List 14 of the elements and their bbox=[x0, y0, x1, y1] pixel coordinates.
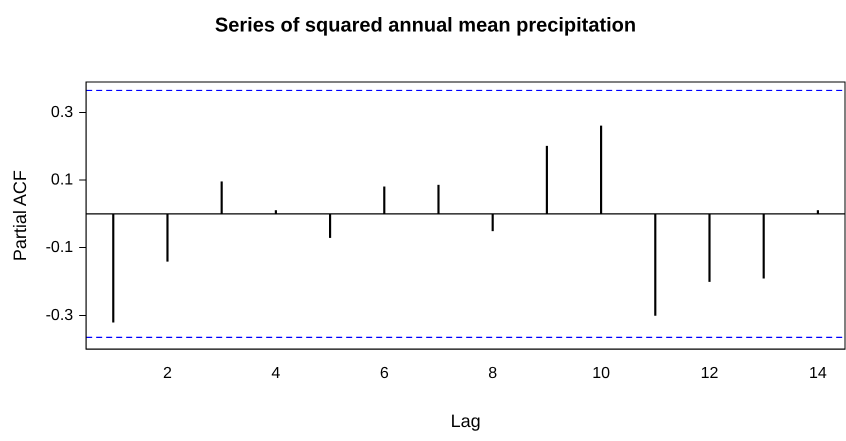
chart-title: Series of squared annual mean precipitation bbox=[214, 14, 636, 37]
y-tick-label: 0.1 bbox=[50, 171, 74, 188]
x-tick-label: 14 bbox=[809, 365, 827, 382]
y-axis-title: Partial ACF bbox=[10, 170, 30, 262]
x-tick-label: 2 bbox=[163, 365, 172, 382]
y-tick-label: -0.3 bbox=[46, 306, 74, 324]
x-tick-label: 6 bbox=[380, 365, 389, 382]
x-tick-label: 10 bbox=[592, 365, 610, 382]
x-tick-label: 4 bbox=[271, 365, 280, 382]
y-tick-label: -0.1 bbox=[46, 239, 74, 256]
x-tick-label: 12 bbox=[700, 365, 718, 382]
x-tick-label: 8 bbox=[488, 365, 498, 382]
x-axis-title: Lag bbox=[450, 411, 481, 432]
y-tick-label: 0.3 bbox=[50, 104, 74, 121]
